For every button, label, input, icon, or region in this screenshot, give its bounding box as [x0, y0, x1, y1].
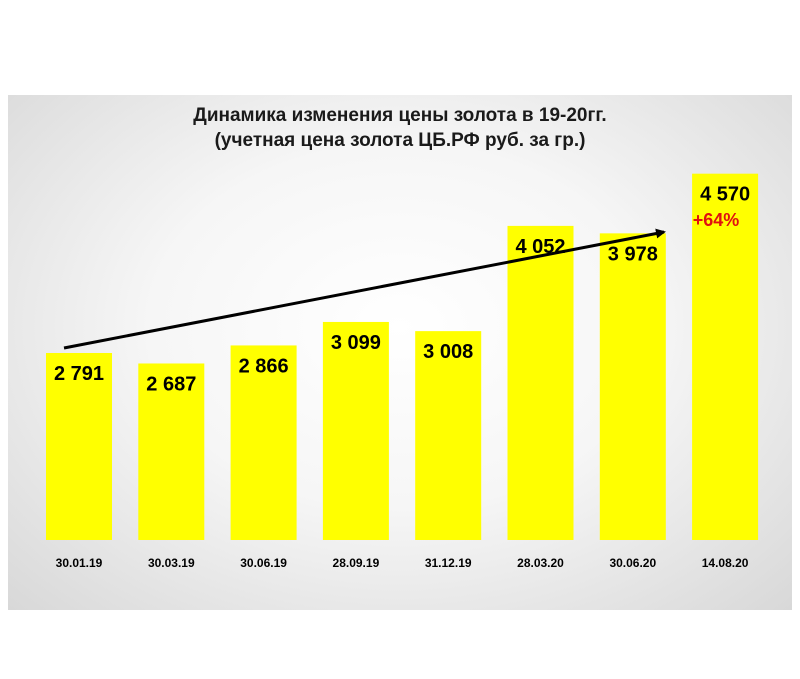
value-label-31.12.19: 3 008: [423, 341, 473, 363]
value-label-30.06.20: 3 978: [608, 243, 658, 265]
bar-30.06.19: [230, 345, 297, 540]
chart-title: Динамика изменения цены золота в 19-20гг…: [193, 105, 607, 126]
bar-31.12.19: [415, 331, 482, 540]
category-label-28.03.20: 28.03.20: [517, 556, 564, 570]
value-label-28.09.19: 3 099: [331, 332, 381, 354]
bar-30.03.19: [138, 363, 205, 540]
value-label-30.03.19: 2 687: [146, 373, 196, 395]
category-label-30.03.19: 30.03.19: [148, 556, 195, 570]
value-label-30.06.19: 2 866: [239, 355, 289, 377]
bar-14.08.20: [692, 173, 759, 540]
chart-title-block: Динамика изменения цены золота в 19-20гг…: [0, 103, 800, 153]
category-label-28.09.19: 28.09.19: [333, 556, 380, 570]
value-label-14.08.20: 4 570: [700, 184, 750, 206]
bar-30.01.19: [46, 353, 112, 540]
category-label-14.08.20: 14.08.20: [702, 556, 749, 570]
bar-30.06.20: [599, 233, 666, 540]
category-label-30.06.19: 30.06.19: [240, 556, 287, 570]
bar-28.09.19: [322, 321, 389, 540]
trend-arrow: [63, 228, 666, 350]
bar-28.03.20: [507, 225, 574, 540]
category-label-30.06.20: 30.06.20: [609, 556, 656, 570]
chart-subtitle: (учетная цена золота ЦБ.РФ руб. за гр.): [214, 130, 586, 151]
value-label-30.01.19: 2 791: [54, 363, 104, 385]
growth-annotation: +64%: [693, 210, 740, 230]
category-label-31.12.19: 31.12.19: [425, 556, 472, 570]
category-label-30.01.19: 30.01.19: [56, 556, 103, 570]
